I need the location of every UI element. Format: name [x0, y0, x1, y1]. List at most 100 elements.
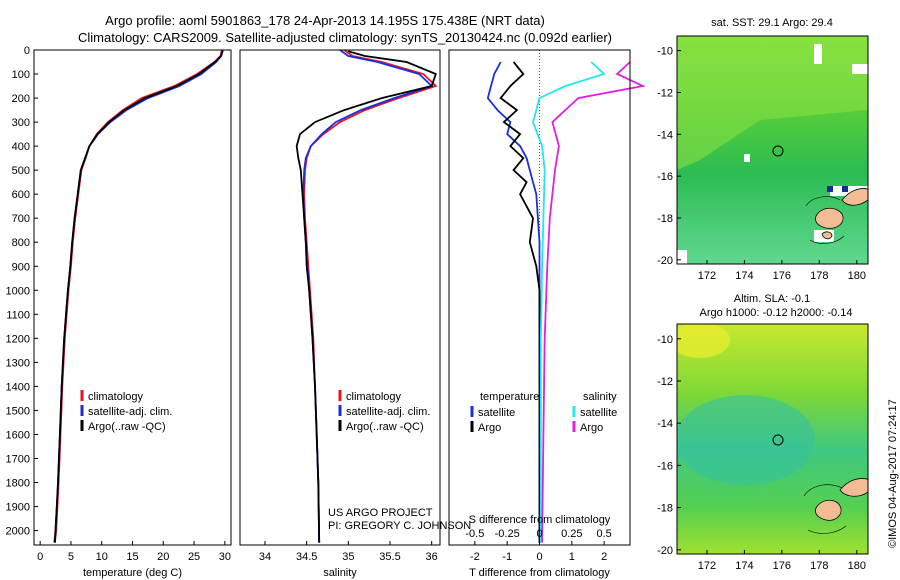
sst-map-cold-pixel — [827, 186, 833, 192]
y-tick-label: 1900 — [6, 502, 30, 514]
legend-label: Argo(..raw -QC) — [88, 421, 166, 433]
sst-map-cloud-gap — [830, 186, 868, 196]
legend-label: Argo — [478, 422, 501, 434]
legend-label: satellite — [580, 407, 617, 419]
y-tick-label: 300 — [12, 117, 30, 129]
map-x-tick-label: 174 — [735, 270, 753, 282]
reef-contour — [803, 484, 847, 534]
s-tick-label: -0.5 — [465, 528, 484, 540]
map-x-tick-label: 176 — [773, 560, 791, 572]
legend-label: satellite-adj. clim. — [346, 406, 430, 418]
fiji-island — [841, 188, 868, 206]
x-axis-label: salinity — [323, 567, 357, 579]
y-tick-label: 0 — [24, 45, 30, 57]
sst-map-frame — [676, 35, 869, 265]
x-tick-label: 0 — [536, 551, 542, 563]
y-tick-label: 700 — [12, 213, 30, 225]
map-x-tick-label: 172 — [698, 560, 716, 572]
series-line-climatology — [303, 49, 438, 543]
map-y-tick-label: -12 — [657, 376, 673, 388]
x-tick-label: 5 — [68, 551, 74, 563]
sst-map-cloud-gap — [744, 154, 750, 162]
series-line-satellite-adj-clim- — [53, 49, 224, 543]
sla-map-title: Altim. SLA: -0.1 — [734, 293, 810, 305]
series-line-sal-argo — [541, 61, 646, 543]
legend-title-temperature: temperature — [480, 391, 539, 403]
s-tick-label: 0.5 — [596, 528, 611, 540]
series-line-climatology — [54, 49, 223, 543]
x-tick-label: 20 — [157, 551, 169, 563]
x-tick-label: 2 — [601, 551, 607, 563]
y-tick-label: 1400 — [6, 381, 30, 393]
map-y-tick-label: -16 — [657, 171, 673, 183]
credit-project: US ARGO PROJECT — [328, 507, 433, 519]
x-tick-label: -2 — [470, 551, 480, 563]
series-line-argo — [499, 61, 541, 543]
legend-label: satellite-adj. clim. — [88, 406, 172, 418]
series-line-satellite-adj-clim- — [302, 49, 434, 543]
map-x-tick-label: 174 — [735, 560, 753, 572]
legend-label: Argo(..raw -QC) — [346, 421, 424, 433]
map-x-tick-label: 172 — [698, 270, 716, 282]
x-tick-label: 34 — [259, 551, 271, 563]
x-tick-label: 35 — [342, 551, 354, 563]
sst-map-cloud-gap — [814, 44, 822, 64]
sst-map-warm-patch — [677, 36, 868, 170]
map-y-tick-label: -14 — [657, 418, 673, 430]
y-tick-label: 200 — [12, 93, 30, 105]
x-tick-label: 25 — [188, 551, 200, 563]
sst-map-title: sat. SST: 29.1 Argo: 29.4 — [711, 17, 833, 29]
map-y-tick-label: -16 — [657, 460, 673, 472]
reef-contour — [805, 196, 845, 244]
x-axis-label: temperature (deg C) — [83, 567, 182, 579]
sst-map-cloud-gap — [852, 64, 868, 74]
temperature-panel: 0 5 10 15 20 25 300100200300400500600700800900… — [6, 45, 232, 579]
sst-profile-marker — [772, 145, 784, 157]
y-tick-label: 1500 — [6, 405, 30, 417]
y-tick-label: 1200 — [6, 333, 30, 345]
map-x-tick-label: 176 — [773, 270, 791, 282]
map-y-tick-label: -10 — [657, 46, 673, 58]
map-axes: 172 174 176 178 180 -10 -12 -14 -16 -18 -20 172 174 1… — [657, 46, 866, 572]
imos-stamp: ©IMOS 04-Aug-2017 07:24:17 — [887, 399, 899, 548]
map-y-tick-label: -10 — [657, 334, 673, 346]
credit-pi: PI: GREGORY C. JOHNSON — [328, 520, 471, 532]
y-tick-label: 1800 — [6, 478, 30, 490]
map-y-tick-label: -14 — [657, 129, 673, 141]
sst-map-cold-pixel — [842, 186, 848, 192]
x-tick-label: 1 — [569, 551, 575, 563]
y-tick-label: 800 — [12, 237, 30, 249]
legend-label: satellite — [478, 407, 515, 419]
x-axis-label: T difference from climatology — [469, 567, 610, 579]
map-x-tick-label: 178 — [810, 270, 828, 282]
fiji-island — [821, 231, 833, 240]
map-x-tick-label: 178 — [810, 560, 828, 572]
y-tick-label: 1700 — [6, 453, 30, 465]
y-tick-label: 100 — [12, 69, 30, 81]
x-tick-label: 35.5 — [379, 551, 400, 563]
legend-title-salinity: salinity — [583, 391, 617, 403]
page-title-line1: Argo profile: aoml 5901863_178 24-Apr-20… — [105, 13, 545, 28]
series-line-argo-raw-qc- — [295, 50, 437, 543]
x-tick-label: 34.5 — [296, 551, 317, 563]
map-y-tick-label: -18 — [657, 503, 673, 515]
s-tick-label: -0.25 — [495, 528, 520, 540]
salinity-panel: 34 34.5 35 35.5 36 salinity climatology satelli… — [239, 49, 441, 579]
y-tick-label: 500 — [12, 165, 30, 177]
page-title-line2: Climatology: CARS2009. Satellite-adjuste… — [77, 30, 612, 45]
x-axis-label-top: S difference from climatology — [469, 514, 611, 526]
plot-frame — [239, 49, 441, 546]
sla-map-subtitle: Argo h1000: -0.12 h2000: -0.14 — [700, 307, 853, 319]
x-tick-label: -1 — [502, 551, 512, 563]
map-y-tick-label: -12 — [657, 87, 673, 99]
legend-label: Argo — [580, 422, 603, 434]
y-tick-label: 1300 — [6, 357, 30, 369]
y-tick-label: 1600 — [6, 429, 30, 441]
sst-map-cloud-gap — [677, 250, 687, 264]
x-tick-label: 36 — [426, 551, 438, 563]
series-line-argo-raw-qc- — [54, 50, 224, 543]
difference-panel: -2 -1 0 1 2 T difference from climatology temp… — [448, 49, 646, 579]
sla-map-low-patch — [677, 395, 815, 485]
sla-profile-marker — [772, 434, 784, 446]
